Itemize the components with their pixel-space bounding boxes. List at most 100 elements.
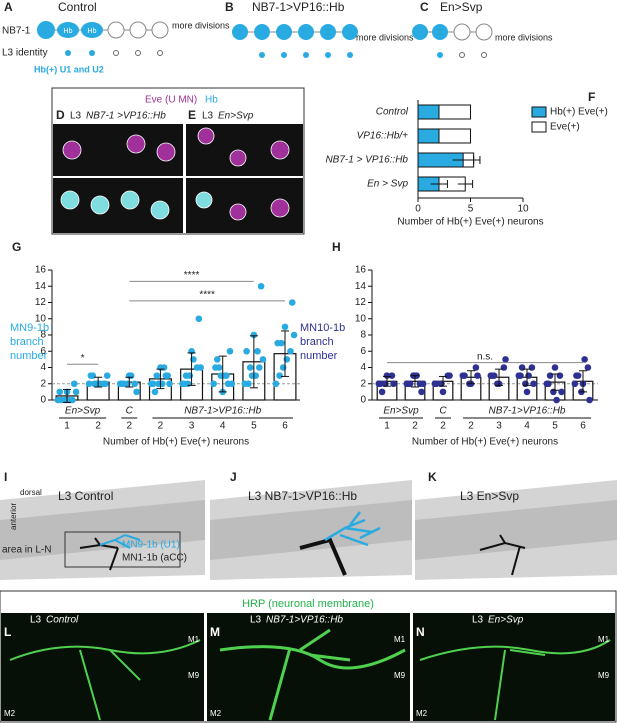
x-tick-label: 1 xyxy=(64,421,70,432)
mn9-neuron xyxy=(324,511,381,547)
gmc xyxy=(107,21,125,39)
panel-letter: N xyxy=(416,625,425,639)
legend-label: Eve(+) xyxy=(550,122,580,133)
data-point xyxy=(419,380,427,388)
panel-letter: G xyxy=(12,240,21,254)
data-point xyxy=(151,388,159,396)
data-point xyxy=(518,364,526,371)
x-tick-label: 6 xyxy=(282,421,288,432)
dot xyxy=(481,52,487,58)
data-point xyxy=(574,372,582,379)
dot xyxy=(135,50,141,56)
panel-letter: F xyxy=(588,90,595,104)
panel-letter: L xyxy=(4,625,11,639)
x-axis-label: Number of Hb(+) Eve(+) neurons xyxy=(103,437,249,448)
x-tick-label: 2 xyxy=(158,421,164,432)
y-tick-label: 14 xyxy=(355,281,367,292)
significance-label: * xyxy=(81,353,85,364)
significance-label: n.s. xyxy=(477,351,493,362)
data-point xyxy=(500,364,508,371)
muscle xyxy=(0,500,205,560)
y-tick-label: 8 xyxy=(40,330,46,341)
data-point xyxy=(272,380,280,388)
dot xyxy=(259,52,265,58)
x-tick-label: 1 xyxy=(384,421,390,432)
category-label: Control xyxy=(376,107,409,118)
data-point xyxy=(195,315,203,323)
data-point xyxy=(149,380,157,388)
neuroblast xyxy=(412,24,428,40)
data-point xyxy=(85,380,93,388)
dot xyxy=(437,52,443,58)
category-label: VP16::Hb/+ xyxy=(357,131,409,142)
y-axis-label: number xyxy=(300,350,338,362)
genotype: Control xyxy=(46,615,79,626)
x-tick-label: 10 xyxy=(517,204,529,215)
group-label: C xyxy=(126,406,134,417)
y-tick-label: 10 xyxy=(355,313,367,324)
cell xyxy=(270,198,290,218)
panel-title: L3 Control xyxy=(58,489,113,503)
y-tick-label: 6 xyxy=(360,346,366,357)
data-point xyxy=(446,372,453,379)
y-axis-label: number xyxy=(10,350,48,362)
data-point xyxy=(433,380,440,388)
micrograph xyxy=(413,613,615,721)
orientation: dorsal xyxy=(20,488,42,497)
orientation: anterior xyxy=(9,503,18,530)
data-point xyxy=(377,380,384,388)
data-point xyxy=(523,388,531,396)
data-point xyxy=(390,380,397,388)
gmc xyxy=(151,21,169,39)
data-point xyxy=(197,364,204,371)
panel-letter: E xyxy=(188,108,196,122)
data-point xyxy=(254,347,261,355)
hb-label: Hb xyxy=(88,28,97,35)
muscle-label: M9 xyxy=(188,671,200,680)
panel-title: NB7-1>VP16::Hb xyxy=(252,0,345,14)
gmc xyxy=(57,22,79,38)
data-point xyxy=(256,364,263,371)
panel-letter: I xyxy=(4,470,7,484)
x-tick-label: 2 xyxy=(127,421,133,432)
data-point xyxy=(56,388,64,396)
panel-title: L3 En>Svp xyxy=(460,489,519,503)
x-tick-label: 3 xyxy=(496,421,502,432)
data-point xyxy=(474,372,481,379)
data-point xyxy=(586,396,593,404)
data-point xyxy=(287,347,294,355)
bar xyxy=(417,104,440,120)
data-point xyxy=(388,372,396,379)
category-label: En > Svp xyxy=(367,179,408,190)
y-axis-label: branch xyxy=(10,336,44,348)
neuroblast xyxy=(37,21,55,39)
mn1-neuron xyxy=(479,534,526,576)
x-tick-label: 5 xyxy=(552,421,558,432)
area-label: area in L-N xyxy=(2,545,51,556)
prefix: L3 xyxy=(30,615,42,626)
dot xyxy=(281,52,287,58)
x-axis-label: Number of Hb(+) Eve(+) neurons xyxy=(397,217,543,228)
muscle xyxy=(210,500,412,560)
group-label: C xyxy=(439,406,447,417)
group-label: NB7-1>VP16::Hb xyxy=(489,406,566,417)
group-label: En>Svp xyxy=(383,406,419,417)
panel-title: Control xyxy=(58,0,97,14)
muscle-label: M1 xyxy=(394,635,406,644)
data-point xyxy=(259,356,267,363)
cell xyxy=(62,140,82,160)
data-point xyxy=(551,364,559,371)
cell xyxy=(270,140,290,160)
data-point xyxy=(103,372,111,379)
bar xyxy=(417,128,440,144)
group-label: NB7-1>VP16::Hb xyxy=(184,406,261,417)
cell xyxy=(195,191,213,209)
stain-eve: Eve (U MN) xyxy=(145,95,197,106)
gmc xyxy=(432,24,448,40)
y-tick-label: 4 xyxy=(360,362,366,373)
data-point xyxy=(133,388,140,396)
data-point xyxy=(528,364,536,371)
mn9-label: MN9-1b (U1) xyxy=(122,540,180,551)
gmc xyxy=(453,23,471,41)
